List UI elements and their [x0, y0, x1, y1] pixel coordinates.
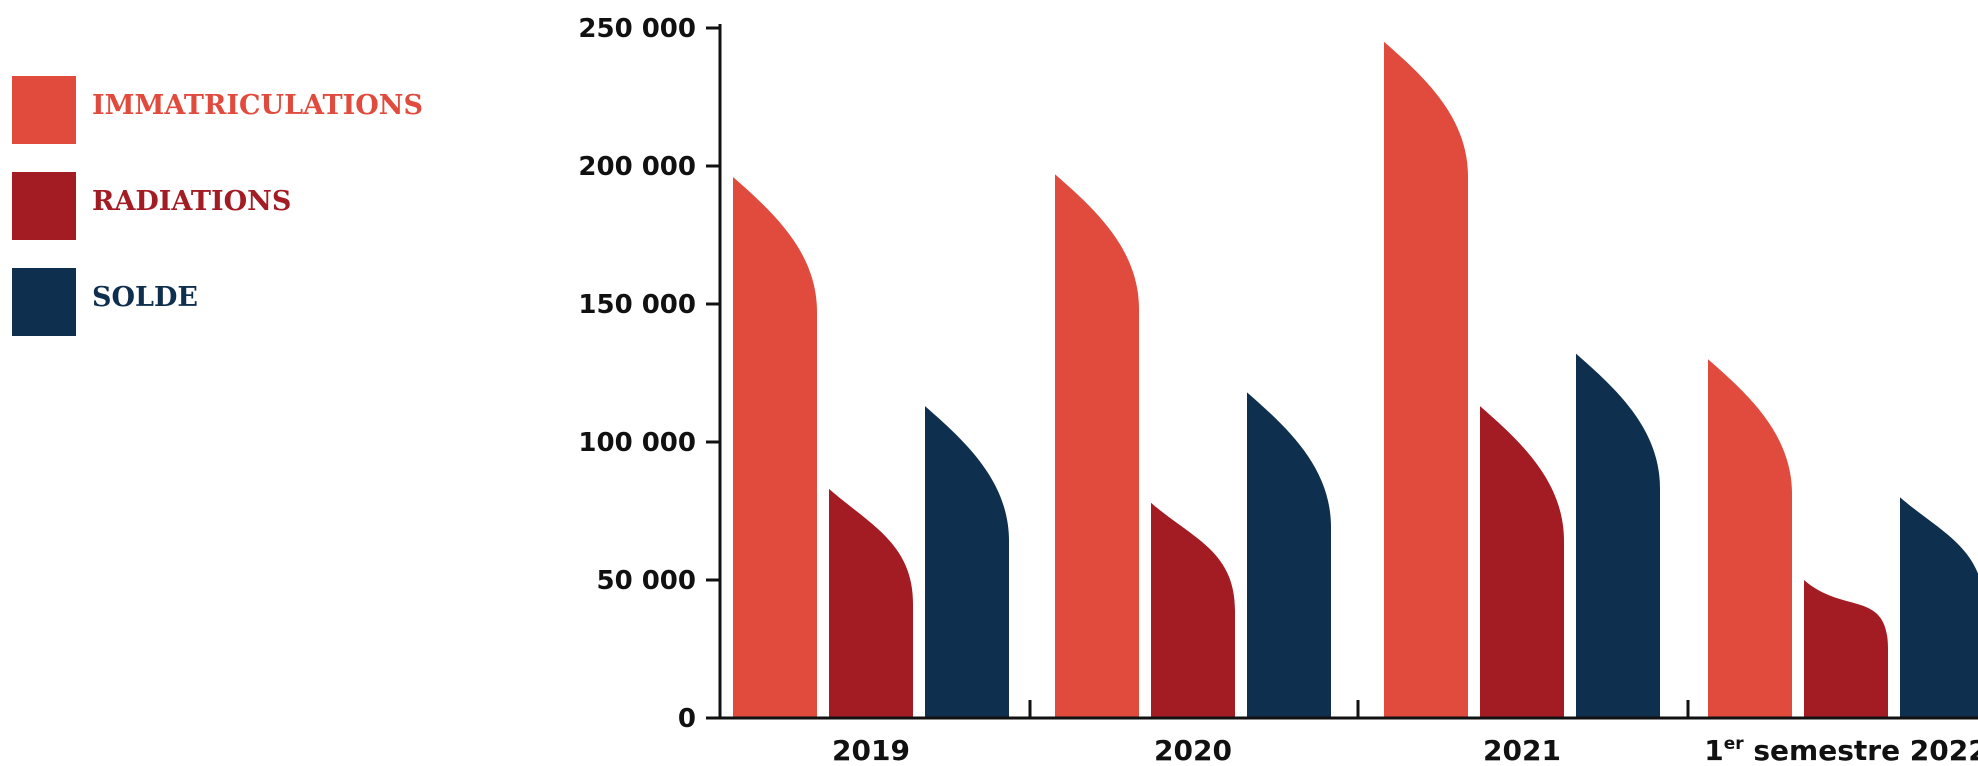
bar-immatriculations-2019	[733, 177, 817, 719]
bar-radiations-2021	[1480, 406, 1564, 718]
bar-radiations-1er-semestre-2022	[1804, 580, 1888, 718]
x-category-label: 2019	[832, 734, 910, 766]
y-tick-label: 50 000	[596, 566, 696, 596]
bar-solde-2021	[1576, 353, 1660, 718]
bar-immatriculations-2020	[1055, 174, 1139, 718]
axes-group: 0 50 000 100 000 150 000 200 000 250 000 2019 2…	[578, 14, 1978, 766]
bars-group	[733, 41, 1978, 719]
y-tick-label: 250 000	[578, 14, 696, 44]
legend-swatch-solde	[12, 268, 76, 336]
y-tick-label: 100 000	[578, 428, 696, 458]
bar-radiations-2019	[829, 488, 913, 718]
legend-swatch-radiations	[12, 172, 76, 240]
bar-solde-2020	[1247, 392, 1331, 718]
bar-solde-2019	[925, 406, 1009, 718]
bar-radiations-2020	[1151, 502, 1235, 718]
x-category-label: 1er semestre 2022	[1704, 734, 1978, 766]
legend-label-solde: SOLDE	[92, 282, 198, 313]
bar-immatriculations-2021	[1384, 41, 1468, 719]
legend-label-immatriculations: IMMATRICULATIONS	[92, 90, 423, 121]
y-tick-label: 150 000	[578, 290, 696, 320]
x-category-label: 2020	[1154, 734, 1232, 766]
y-tick-label: 0	[678, 704, 696, 734]
y-tick-label: 200 000	[578, 152, 696, 182]
legend-label-radiations: RADIATIONS	[92, 186, 292, 217]
bar-immatriculations-1er-semestre-2022	[1708, 359, 1792, 718]
x-category-label: 2021	[1483, 734, 1561, 766]
bar-solde-1er-semestre-2022	[1900, 497, 1978, 718]
legend-swatch-immatriculations	[12, 76, 76, 144]
